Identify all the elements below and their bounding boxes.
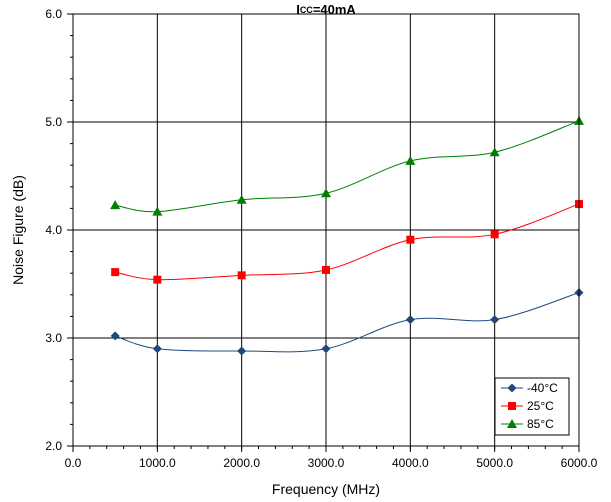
- x-tick-label: 0.0: [65, 456, 82, 470]
- chart-title: ICC=40mA: [296, 2, 356, 17]
- y-tick-label: 4.0: [45, 223, 62, 237]
- data-point: [490, 230, 499, 239]
- data-point: [490, 315, 500, 325]
- legend-marker: [507, 383, 517, 393]
- legend-label: -40°C: [527, 381, 558, 395]
- legend-item: 85°C: [501, 417, 554, 431]
- series-diamond: [110, 288, 584, 356]
- grid-layer: [73, 14, 579, 446]
- x-tick-label: 5000.0: [476, 456, 513, 470]
- data-point: [322, 265, 330, 274]
- x-tick-label: 2000.0: [223, 456, 260, 470]
- legend-item: 25°C: [501, 399, 554, 413]
- data-point: [111, 268, 120, 277]
- data-point: [110, 331, 120, 341]
- y-tick-label: 6.0: [45, 7, 62, 21]
- x-tick-label: 6000.0: [561, 456, 598, 470]
- series-line: [115, 203, 580, 281]
- series-line: [115, 120, 580, 213]
- series-layer: [110, 115, 584, 356]
- data-point: [153, 275, 162, 284]
- series-triangle: [110, 115, 584, 216]
- y-tick-label: 5.0: [45, 115, 62, 129]
- series-line: [115, 292, 580, 353]
- data-point: [152, 206, 163, 216]
- x-tick-label: 4000.0: [392, 456, 429, 470]
- y-tick-label: 2.0: [45, 439, 62, 453]
- data-point: [405, 155, 416, 165]
- data-point: [152, 344, 162, 354]
- legend-label: 85°C: [527, 417, 554, 431]
- y-axis-title: Noise Figure (dB): [10, 175, 26, 285]
- data-point: [405, 315, 415, 325]
- data-point: [489, 147, 500, 157]
- axis-layer: 0.0 1000.0 2000.0 3000.0 4000.0 5000.0 6000.0 2…: [45, 7, 597, 470]
- data-point: [237, 271, 246, 280]
- data-point: [237, 346, 247, 356]
- x-tick-label: 3000.0: [308, 456, 345, 470]
- data-point: [321, 344, 331, 354]
- data-point: [236, 194, 247, 204]
- legend-marker: [507, 419, 517, 428]
- y-tick-label: 3.0: [45, 331, 62, 345]
- legend-item: -40°C: [501, 381, 558, 395]
- x-tick-label: 1000.0: [139, 456, 176, 470]
- x-axis-title: Frequency (MHz): [272, 481, 380, 497]
- series-square: [111, 200, 583, 284]
- legend-marker: [508, 402, 516, 410]
- legend-label: 25°C: [527, 399, 554, 413]
- data-point: [321, 188, 331, 198]
- data-point: [406, 235, 415, 244]
- legend: -40°C 25°C 85°C: [494, 377, 570, 436]
- data-point: [110, 200, 121, 210]
